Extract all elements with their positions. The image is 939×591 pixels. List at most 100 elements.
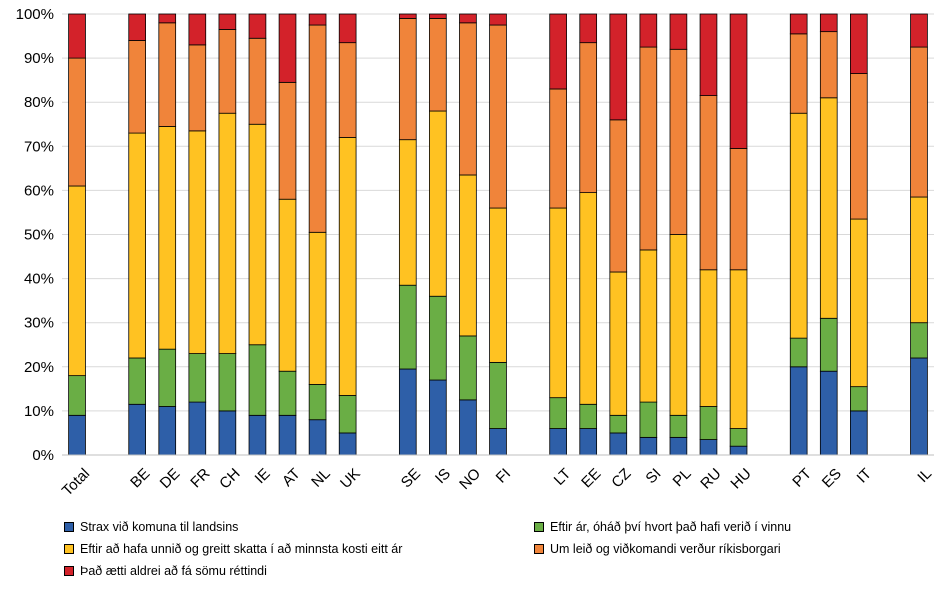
bar-segment [248,344,267,416]
bar-segment [429,110,447,297]
bar-segment [699,13,718,96]
bar-segment [729,148,748,271]
bar-segment [459,335,477,401]
x-tick-label: ES [819,465,845,491]
bar-segment [278,198,297,372]
bar-segment [338,395,357,434]
bar-segment [639,436,658,456]
bar-segment [549,88,567,209]
x-tick-label: Total [59,465,93,499]
bar-segment [639,13,658,48]
bar-segment [910,13,928,48]
bar-segment [819,13,838,33]
bar-segment [789,337,808,368]
bar-segment [158,13,177,24]
y-tick-label: 100% [16,6,54,23]
bar-segment [669,414,688,438]
bar-segment [218,410,237,456]
bar-segment [669,234,688,416]
bar-segment [699,269,718,407]
bar-segment [910,322,928,359]
bar-segment [669,48,688,235]
bar-segment [429,18,447,112]
bar-segment [459,174,477,337]
bar-segment [579,428,598,456]
bar-segment [128,403,146,456]
bar-segment [218,112,237,354]
bar-segment [609,119,628,273]
bar-segment [699,406,718,440]
bar-segment [308,24,327,233]
bar-segment [819,31,838,99]
bar-segment [338,432,357,456]
bar-segment [850,13,868,74]
x-tick-label: IT [854,465,875,486]
x-tick-label: AT [279,465,304,490]
legend: Strax við komuna til landsins Eftir ár, ó… [64,520,924,590]
bar-segment [158,406,177,456]
bar-segment [218,29,237,114]
x-tick-label: CH [216,465,243,492]
bar-segment [248,37,267,125]
bar-segment [188,401,207,456]
bar-segment [579,192,598,405]
x-tick-label: HU [727,465,754,492]
bar-segment [639,249,658,403]
x-tick-label: LT [551,465,575,489]
bar-segment [549,13,567,90]
legend-label: Það ætti aldrei að fá sömu réttindi [80,564,267,578]
bar-segment [639,401,658,438]
bar-segment [158,348,177,407]
bar-segment [850,73,868,220]
bar-segment [850,218,868,388]
bar-segment [850,386,868,412]
bar-segment [910,357,928,456]
x-tick-label: PL [670,465,695,490]
bar-segment [489,24,507,209]
legend-swatch [64,544,74,554]
bar-segment [128,132,146,359]
bar-segment [278,370,297,416]
y-tick-label: 60% [24,182,54,199]
legend-item: Eftir að hafa unnið og greitt skatta í a… [64,542,402,556]
y-tick-label: 50% [24,227,54,244]
bar-segment [609,414,628,434]
bar-segment [910,46,928,198]
bar-segment [429,13,447,19]
legend-swatch [534,522,544,532]
y-tick-label: 0% [32,447,54,464]
bar-segment [789,13,808,35]
bar-segment [549,207,567,399]
bar-segment [489,13,507,26]
bar-segment [308,231,327,385]
bar-segment [218,353,237,412]
legend-label: Eftir að hafa unnið og greitt skatta í a… [80,542,403,556]
bar-segment [128,13,146,41]
bar-segment [398,18,417,141]
bar-segment [789,366,808,456]
bar-segment [549,428,567,456]
bar-segment [459,13,477,24]
legend-item: Strax við komuna til landsins [64,520,238,534]
bar-segment [459,22,477,176]
x-tick-label: EE [578,465,604,491]
bar-segment [699,439,718,456]
x-tick-label: SI [642,465,664,487]
bar-segment [188,44,207,132]
bar-segment [308,13,327,26]
y-tick-label: 30% [24,315,54,332]
x-tick-label: RU [697,465,724,492]
bar-segment [398,139,417,286]
bar-segment [819,317,838,372]
bar-segment [429,379,447,456]
x-tick-label: IE [252,465,274,487]
bar-segment [729,13,748,149]
legend-label: Um leið og viðkomandi verður ríkisborgar… [550,542,781,556]
bar-segment [699,95,718,271]
bar-segment [188,13,207,46]
bar-segment [68,13,86,59]
bar-segment [398,284,417,370]
bar-segment [819,370,838,456]
legend-item: Það ætti aldrei að fá sömu réttindi [64,564,267,578]
bar-segment [669,13,688,50]
